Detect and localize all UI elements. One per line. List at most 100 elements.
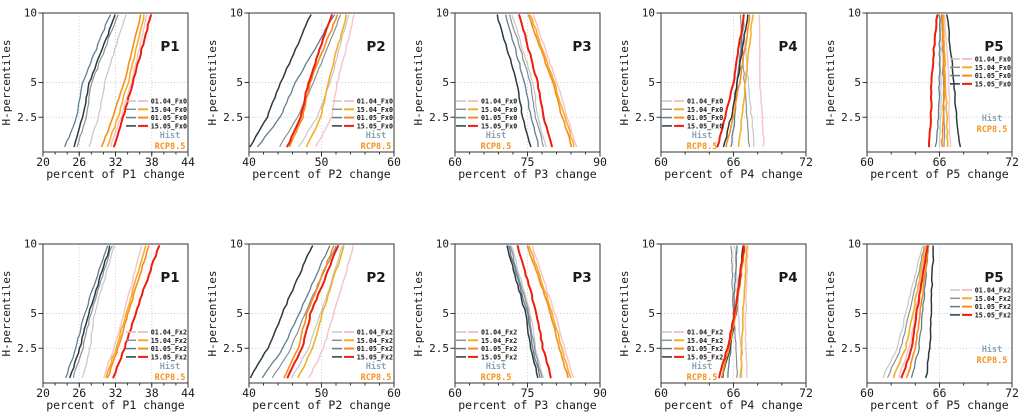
y-tick-label: 2.5 <box>17 111 37 124</box>
series-line-rcp8.5-01.05 <box>721 245 746 379</box>
series-line-hist-01.05 <box>65 245 109 379</box>
series-line-hist-01.04 <box>511 14 547 147</box>
chart-p4-fx0: 60 66 72 2.5 5 10 percent of P4 change H-percen… <box>618 7 813 182</box>
legend-entry-label: 01.05_Fx0 <box>481 114 517 122</box>
panel-title: P2 <box>366 39 385 55</box>
hist-scenario-label: Hist <box>160 130 180 141</box>
y-tick-label: 2.5 <box>635 342 655 355</box>
legend-entry-label: 15.04_Fx0 <box>481 106 517 114</box>
x-tick-label: 38 <box>145 155 159 169</box>
y-tick-label: 10 <box>642 238 655 251</box>
series-line-rcp8.5-01.05 <box>283 245 335 379</box>
x-tick-label: 60 <box>860 155 874 169</box>
panel-p1-fx2: 20 26 32 38 44 2.5 5 10 percent of P1 change H-pe… <box>0 231 206 415</box>
rcp-scenario-label: RCP8.5 <box>155 142 186 152</box>
series-line-rcp8.5-01.05 <box>526 245 569 379</box>
series-line-hist-15.04 <box>72 245 113 378</box>
panel-row-fx2: 20 26 32 38 44 2.5 5 10 percent of P1 change H-pe… <box>0 231 1031 415</box>
legend-entry-label: 01.05_Fx0 <box>357 114 393 122</box>
legend-entry-label: 15.05_Fx2 <box>687 353 723 361</box>
series-line-hist-01.04 <box>81 245 116 378</box>
x-tick-label: 66 <box>933 386 947 400</box>
y-tick-label: 5 <box>30 307 37 320</box>
x-axis-label: percent of P5 change <box>870 398 1009 412</box>
series-line-hist-01.05 <box>261 245 331 379</box>
rcp-scenario-label: RCP8.5 <box>687 373 718 383</box>
series-line-hist-01.04 <box>938 14 942 147</box>
series-line-rcp8.5-15.05 <box>113 14 152 148</box>
x-tick-label: 32 <box>109 386 123 400</box>
y-tick-label: 2.5 <box>841 111 861 124</box>
legend-entry-label: 15.05_Fx0 <box>975 80 1011 88</box>
series-line-hist-01.04 <box>88 14 127 147</box>
chart-p5-fx2: 60 66 72 2.5 5 10 percent of P5 change H-percen… <box>824 238 1019 413</box>
legend-entry-label: 15.05_Fx0 <box>687 122 723 130</box>
legend-entry-label: 15.05_Fx2 <box>975 311 1011 319</box>
chart-p1-fx2: 20 26 32 38 44 2.5 5 10 percent of P1 change H-pe… <box>0 238 195 413</box>
rcp-scenario-label: RCP8.5 <box>481 142 512 152</box>
legend-entry-label: 01.04_Fx2 <box>687 329 723 337</box>
series-line-hist-15.05 <box>506 245 539 379</box>
series-line-hist-15.04 <box>509 14 544 147</box>
series-group <box>496 14 578 148</box>
panel-title: P3 <box>572 270 591 286</box>
x-tick-label: 75 <box>521 386 535 400</box>
series-group <box>64 14 152 148</box>
series-line-hist-15.05 <box>249 14 312 148</box>
series-line-hist-15.05 <box>496 14 532 148</box>
legend-entry-label: 15.05_Fx0 <box>481 122 517 130</box>
panel-p3-fx2: 60 75 90 2.5 5 10 percent of P3 change H-percen… <box>412 231 618 415</box>
rcp-scenario-label: RCP8.5 <box>155 373 186 383</box>
x-tick-label: 26 <box>72 386 86 400</box>
x-tick-label: 60 <box>654 155 668 169</box>
y-tick-label: 5 <box>648 307 655 320</box>
x-tick-label: 60 <box>654 386 668 400</box>
x-tick-label: 44 <box>181 155 195 169</box>
series-line-rcp8.5-01.05 <box>905 245 930 379</box>
legend-entry-label: 15.04_Fx2 <box>975 295 1011 303</box>
x-axis-label: percent of P4 change <box>664 398 803 412</box>
series-line-hist-01.05 <box>934 14 941 148</box>
hist-scenario-label: Hist <box>692 361 712 372</box>
x-tick-label: 50 <box>315 155 329 169</box>
panel-title: P4 <box>778 39 797 55</box>
chart-p1-fx0: 20 26 32 38 44 2.5 5 10 percent of P1 change H-pe… <box>0 7 195 182</box>
y-tick-label: 5 <box>648 76 655 89</box>
hist-scenario-label: Hist <box>366 361 386 372</box>
series-line-hist-15.05 <box>925 245 935 379</box>
series-line-rcp8.5-01.04 <box>103 245 143 379</box>
hist-scenario-label: Hist <box>982 344 1002 355</box>
legend-entry-label: 01.04_Fx0 <box>687 98 723 106</box>
x-tick-label: 90 <box>593 155 607 169</box>
series-group <box>882 245 935 379</box>
y-axis-label: H-percentiles <box>618 39 631 125</box>
legend-entry-label: 15.05_Fx2 <box>481 353 517 361</box>
series-line-rcp8.5-15.05 <box>927 14 939 148</box>
series-line-rcp8.5-01.05 <box>106 245 150 379</box>
series-line-rcp8.5-15.05 <box>516 245 552 379</box>
series-line-rcp8.5-15.04 <box>892 245 927 379</box>
chart-p5-fx0: 60 66 72 2.5 5 10 percent of P5 change H-percen… <box>824 7 1019 182</box>
plot-box <box>454 12 601 153</box>
panel-p2-fx2: 40 50 60 2.5 5 10 percent of P2 change H-percen… <box>206 231 412 415</box>
x-tick-label: 32 <box>109 155 123 169</box>
series-group <box>65 245 161 379</box>
legend-entry-label: 01.05_Fx2 <box>975 303 1011 311</box>
y-axis-label: H-percentiles <box>206 270 219 356</box>
legend-entry-label: 15.04_Fx0 <box>975 64 1011 72</box>
y-axis-label: H-percentiles <box>0 39 13 125</box>
series-line-rcp8.5-01.05 <box>940 14 946 148</box>
legend-entry-label: 15.05_Fx2 <box>357 353 393 361</box>
legend-entry-label: 15.04_Fx0 <box>357 106 393 114</box>
y-axis-label: H-percentiles <box>412 270 425 356</box>
series-group <box>506 245 575 379</box>
series-line-rcp8.5-01.05 <box>527 14 573 148</box>
legend-entry-label: 15.04_Fx2 <box>151 337 187 345</box>
x-axis-label: percent of P5 change <box>870 167 1009 181</box>
rcp-scenario-label: RCP8.5 <box>977 356 1008 366</box>
x-axis-label: percent of P2 change <box>252 398 391 412</box>
series-line-rcp8.5-01.04 <box>315 14 355 148</box>
x-tick-label: 20 <box>36 155 50 169</box>
series-line-rcp8.5-01.04 <box>758 14 765 148</box>
panel-title: P2 <box>366 270 385 286</box>
